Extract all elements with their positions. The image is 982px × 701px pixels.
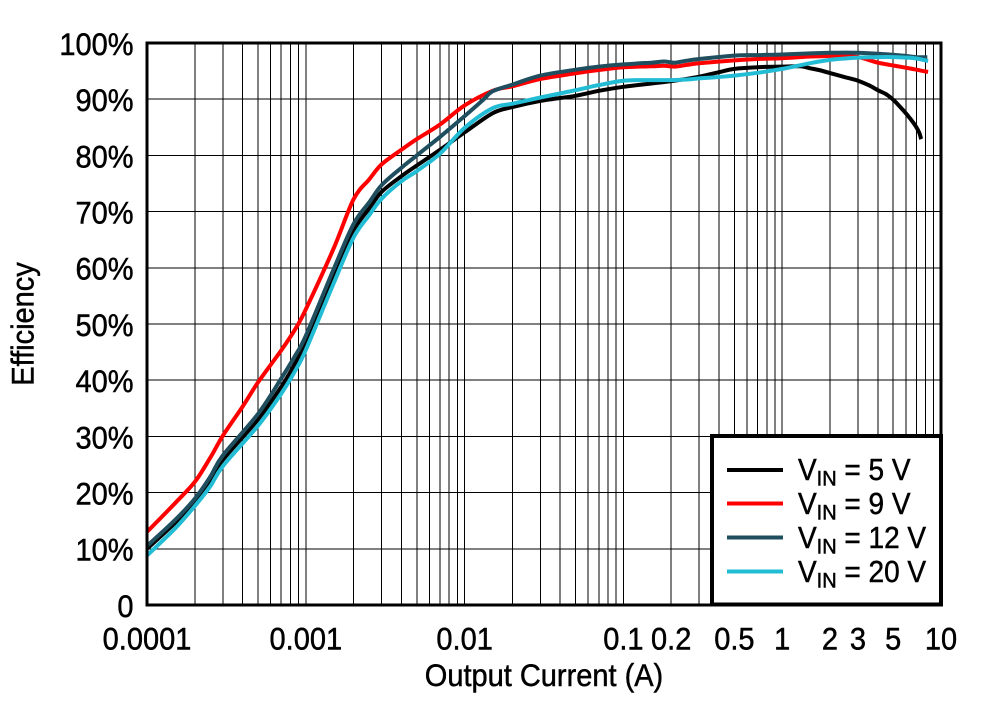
svg-text:0: 0 [117,590,133,624]
svg-text:2: 2 [822,623,838,657]
svg-text:VIN = 12 V: VIN = 12 V [798,522,927,558]
svg-text:80%: 80% [75,140,133,174]
svg-text:VIN = 20 V: VIN = 20 V [798,556,927,592]
svg-text:0.001: 0.001 [270,623,343,657]
svg-text:30%: 30% [75,421,133,455]
svg-text:5: 5 [885,623,901,657]
svg-text:70%: 70% [75,197,133,231]
svg-text:100%: 100% [59,28,133,62]
svg-text:0.5: 0.5 [714,623,754,657]
svg-text:20%: 20% [75,478,133,512]
svg-text:0.0001: 0.0001 [103,623,192,657]
svg-text:90%: 90% [75,84,133,118]
svg-text:60%: 60% [75,253,133,287]
svg-text:10%: 10% [75,534,133,568]
svg-text:VIN = 9 V: VIN = 9 V [798,488,911,524]
svg-text:0.1: 0.1 [603,623,643,657]
svg-text:Output Current (A): Output Current (A) [425,659,663,693]
svg-text:3: 3 [850,623,866,657]
svg-text:10: 10 [925,623,957,657]
svg-text:Efficiency: Efficiency [7,262,41,386]
svg-text:1: 1 [774,623,790,657]
svg-text:40%: 40% [75,365,133,399]
svg-text:0.01: 0.01 [436,623,492,657]
svg-text:50%: 50% [75,309,133,343]
svg-text:0.2: 0.2 [651,623,691,657]
svg-text:VIN = 5 V: VIN = 5 V [798,454,911,490]
